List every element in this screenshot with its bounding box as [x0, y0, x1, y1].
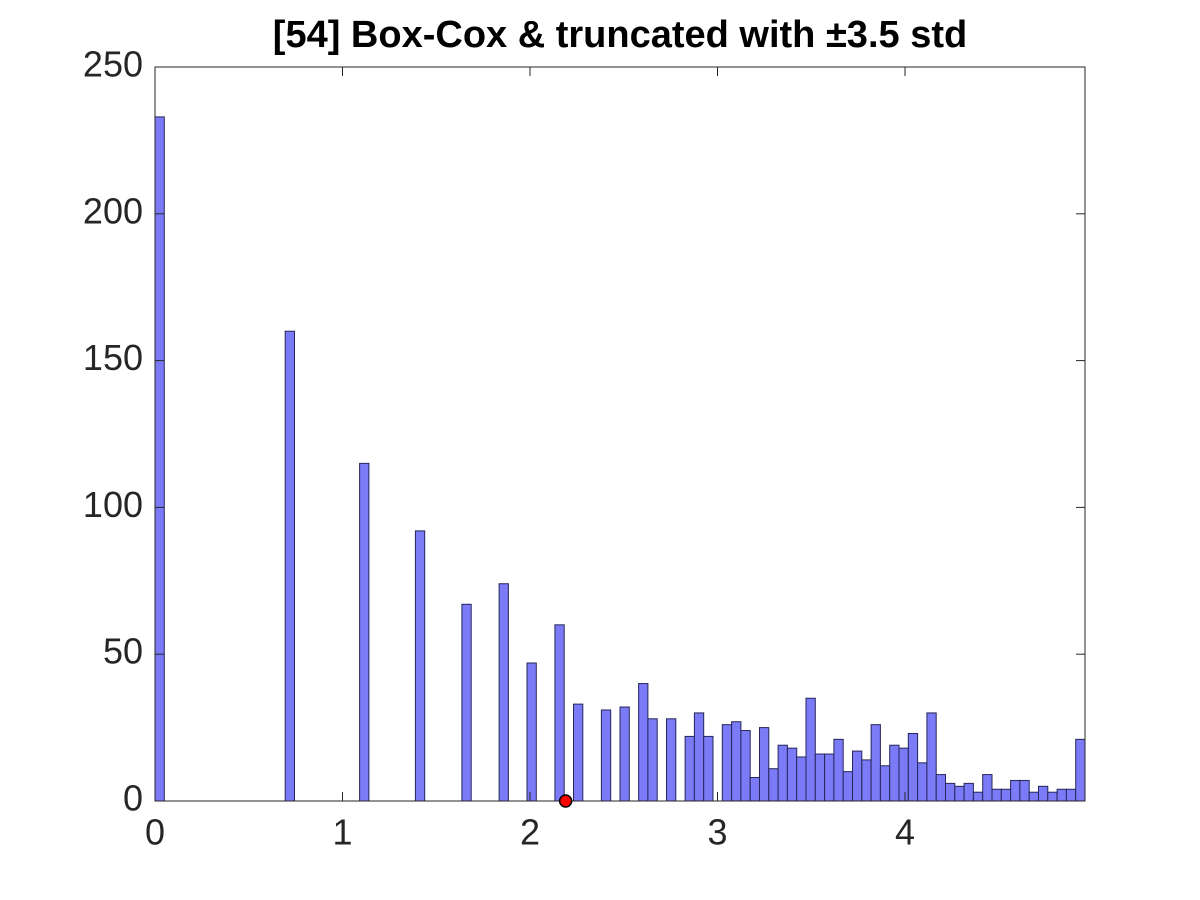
- bar: [600, 709, 612, 802]
- bar: [870, 724, 881, 802]
- bar: [777, 744, 788, 802]
- bar: [414, 530, 426, 802]
- bar: [359, 462, 370, 802]
- axes-box: [154, 66, 1086, 802]
- bar: [638, 683, 649, 802]
- bar: [1019, 779, 1030, 802]
- bar: [284, 330, 296, 802]
- bar: [554, 624, 565, 802]
- bar: [982, 774, 993, 802]
- bar: [740, 730, 751, 802]
- bar: [879, 765, 891, 802]
- bar: [814, 753, 826, 802]
- bar: [786, 747, 798, 802]
- y-tick-label: 0: [123, 778, 143, 819]
- bar: [917, 762, 928, 802]
- bar: [693, 712, 705, 802]
- bar: [1056, 788, 1067, 802]
- bar: [852, 750, 863, 802]
- bar: [731, 721, 742, 802]
- bar: [824, 753, 835, 802]
- bar: [833, 738, 844, 802]
- bar: [898, 747, 909, 802]
- x-tick-label: 2: [520, 812, 540, 853]
- bar: [721, 724, 733, 802]
- bar: [1000, 788, 1012, 802]
- bar: [154, 116, 165, 802]
- bar: [526, 662, 537, 802]
- y-tick-label: 150: [83, 337, 143, 378]
- y-tick-label: 100: [83, 484, 143, 525]
- x-tick-label: 4: [895, 812, 915, 853]
- bar: [703, 735, 714, 802]
- marker: [558, 794, 573, 808]
- bar: [759, 727, 770, 802]
- chart-title: [54] Box-Cox & truncated with ±3.5 std: [273, 14, 967, 56]
- y-tick-label: 250: [83, 44, 143, 85]
- bar: [907, 732, 919, 802]
- bar: [573, 703, 584, 802]
- bar: [666, 718, 677, 802]
- bar: [1038, 785, 1049, 802]
- bar: [684, 735, 695, 802]
- bar: [498, 583, 509, 802]
- y-tick-label: 200: [83, 190, 143, 231]
- bar: [619, 706, 630, 802]
- bar: [935, 774, 947, 802]
- bar: [991, 788, 1002, 802]
- bar: [461, 603, 472, 802]
- bar: [768, 768, 779, 802]
- y-tick-label: 50: [103, 631, 143, 672]
- x-tick-label: 1: [332, 812, 352, 853]
- bar: [796, 756, 807, 802]
- bar: [889, 744, 900, 802]
- bar: [954, 785, 965, 802]
- bar: [963, 782, 974, 802]
- bar: [1065, 788, 1077, 802]
- bar: [842, 771, 854, 802]
- bar: [647, 718, 658, 802]
- x-tick-label: 3: [707, 812, 727, 853]
- bar: [749, 777, 761, 802]
- bar: [945, 782, 956, 802]
- bar: [1028, 791, 1039, 802]
- bar: [805, 697, 816, 802]
- bar: [861, 759, 872, 802]
- bar: [972, 791, 984, 802]
- bar: [926, 712, 937, 802]
- bar: [1010, 779, 1021, 802]
- x-tick-label: 0: [145, 812, 165, 853]
- bar: [1075, 738, 1086, 802]
- bar: [1047, 791, 1058, 802]
